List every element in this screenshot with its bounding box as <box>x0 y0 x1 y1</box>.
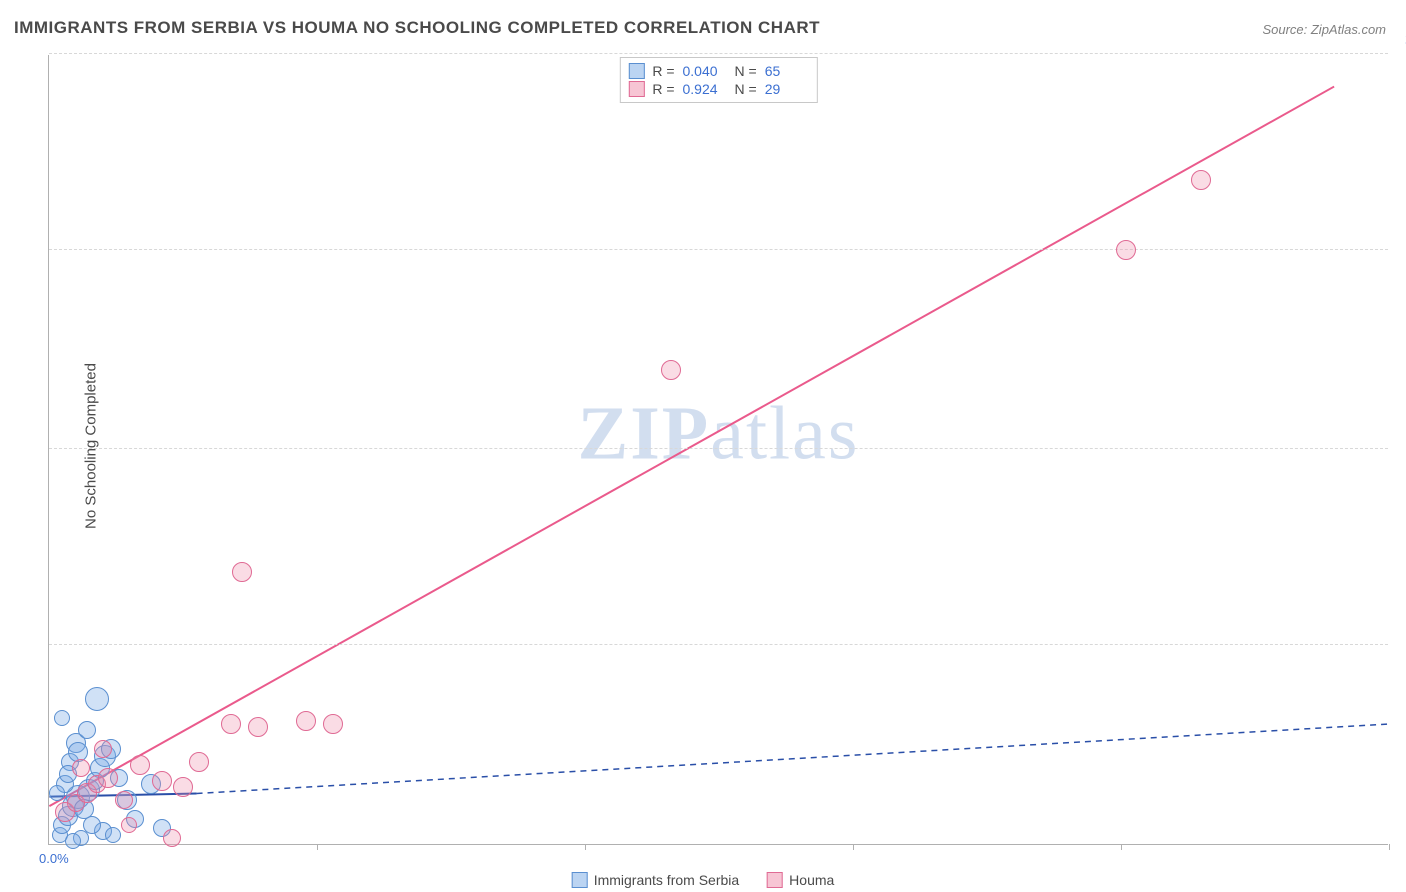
r-label: R = <box>652 81 674 97</box>
data-point-pink <box>72 759 90 777</box>
legend-swatch-blue <box>572 872 588 888</box>
x-tick <box>1389 844 1390 850</box>
gridline <box>49 249 1388 250</box>
data-point-blue <box>54 710 70 726</box>
x-max-label: 50.0% <box>1394 851 1406 866</box>
legend-item-pink: Houma <box>767 872 834 888</box>
stats-legend: R = 0.040 N = 65 R = 0.924 N = 29 <box>619 57 817 103</box>
data-point-pink <box>115 791 133 809</box>
x-tick <box>853 844 854 850</box>
n-value-blue: 65 <box>765 63 809 79</box>
y-tick-label: 18.8% <box>1394 227 1406 242</box>
data-point-pink <box>189 752 209 772</box>
legend-item-blue: Immigrants from Serbia <box>572 872 739 888</box>
swatch-blue <box>628 63 644 79</box>
n-label: N = <box>735 81 757 97</box>
regression-line <box>197 724 1388 793</box>
data-point-pink <box>232 562 252 582</box>
y-tick-label: 25.0% <box>1394 32 1406 47</box>
data-point-pink <box>121 817 137 833</box>
n-label: N = <box>735 63 757 79</box>
data-point-pink <box>248 717 268 737</box>
data-point-blue <box>85 687 109 711</box>
bottom-legend: Immigrants from Serbia Houma <box>572 872 835 888</box>
r-value-blue: 0.040 <box>683 63 727 79</box>
swatch-pink <box>628 81 644 97</box>
data-point-blue <box>105 827 121 843</box>
gridline <box>49 53 1388 54</box>
data-point-pink <box>323 714 343 734</box>
chart-title: IMMIGRANTS FROM SERBIA VS HOUMA NO SCHOO… <box>14 18 820 38</box>
data-point-blue <box>83 816 101 834</box>
regression-line <box>49 87 1334 807</box>
chart-container: IMMIGRANTS FROM SERBIA VS HOUMA NO SCHOO… <box>0 0 1406 892</box>
n-value-pink: 29 <box>765 81 809 97</box>
legend-label-pink: Houma <box>789 872 834 888</box>
stats-row-pink: R = 0.924 N = 29 <box>628 80 808 98</box>
data-point-pink <box>1191 170 1211 190</box>
data-point-pink <box>661 360 681 380</box>
r-value-pink: 0.924 <box>683 81 727 97</box>
data-point-blue <box>49 785 65 801</box>
data-point-pink <box>130 755 150 775</box>
legend-label-blue: Immigrants from Serbia <box>594 872 739 888</box>
source-attribution: Source: ZipAtlas.com <box>1262 22 1386 37</box>
data-point-pink <box>173 777 193 797</box>
data-point-pink <box>1116 240 1136 260</box>
gridline <box>49 644 1388 645</box>
y-tick-label: 6.3% <box>1394 622 1406 637</box>
data-point-blue <box>65 833 81 849</box>
data-point-pink <box>221 714 241 734</box>
data-point-pink <box>98 768 118 788</box>
x-tick <box>585 844 586 850</box>
plot-area: ZIPatlas R = 0.040 N = 65 R = 0.924 N = … <box>48 55 1388 845</box>
x-tick <box>1121 844 1122 850</box>
y-tick-label: 12.5% <box>1394 427 1406 442</box>
x-min-label: 0.0% <box>39 851 69 866</box>
data-point-pink <box>163 829 181 847</box>
data-point-pink <box>152 771 172 791</box>
stats-row-blue: R = 0.040 N = 65 <box>628 62 808 80</box>
r-label: R = <box>652 63 674 79</box>
gridline <box>49 448 1388 449</box>
legend-swatch-pink <box>767 872 783 888</box>
x-tick <box>317 844 318 850</box>
data-point-blue <box>78 721 96 739</box>
data-point-pink <box>296 711 316 731</box>
data-point-pink <box>94 740 112 758</box>
